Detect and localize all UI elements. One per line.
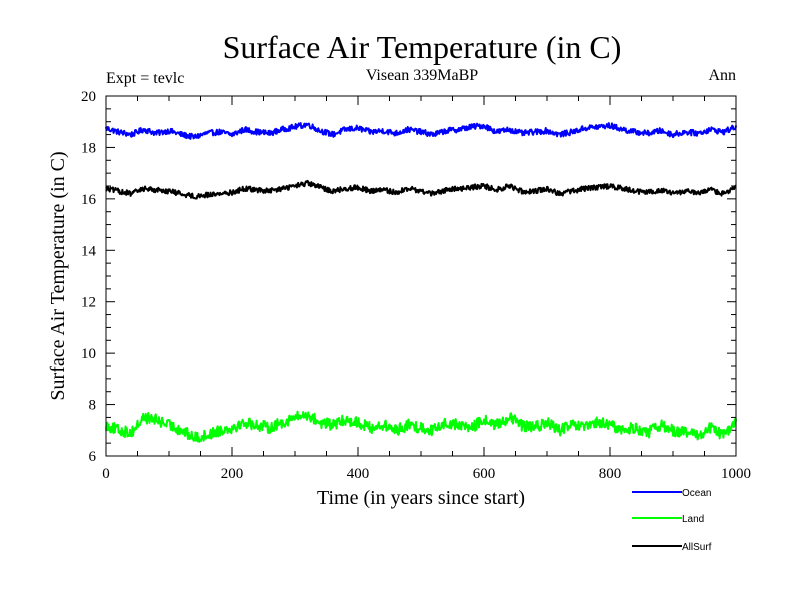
legend-label-land: Land: [682, 514, 704, 525]
y-tick-label: 14: [81, 243, 97, 259]
chart-subtitle-left: Expt = tevlc: [106, 70, 184, 87]
y-tick-label: 12: [81, 295, 96, 311]
x-axis-label: Time (in years since start): [317, 487, 525, 509]
series-lines: [105, 122, 737, 443]
y-tick-label: 6: [89, 449, 97, 465]
y-axis-label: Surface Air Temperature (in C): [47, 151, 69, 400]
x-tick-label: 0: [102, 466, 110, 482]
chart-title: Surface Air Temperature (in C): [223, 29, 622, 65]
plot-frame: [105, 95, 737, 457]
y-tick-label: 10: [81, 346, 96, 362]
y-tick-label: 16: [81, 192, 97, 208]
chart-subtitle-center: Visean 339MaBP: [366, 67, 478, 84]
y-tick-label: 8: [89, 398, 97, 414]
x-tick-labels: 0 200 400 600 800 1000: [102, 466, 751, 482]
y-tick-labels: 6 8 10 12 14 16 18 20: [81, 89, 97, 465]
legend-label-allsurf: AllSurf: [682, 542, 712, 553]
x-tick-label: 600: [473, 466, 496, 482]
axis-ticks: [105, 95, 737, 457]
legend: Ocean Land AllSurf: [632, 488, 712, 553]
y-tick-label: 20: [81, 89, 96, 105]
y-tick-label: 18: [81, 140, 96, 156]
series-line-land: [105, 410, 737, 443]
chart-subtitle-right: Ann: [708, 67, 736, 84]
legend-label-ocean: Ocean: [682, 488, 711, 499]
x-tick-label: 1000: [721, 466, 751, 482]
series-line-allsurf: [105, 179, 737, 200]
x-tick-label: 400: [347, 466, 370, 482]
x-tick-label: 800: [599, 466, 622, 482]
series-line-ocean: [105, 122, 737, 140]
x-tick-label: 200: [221, 466, 244, 482]
